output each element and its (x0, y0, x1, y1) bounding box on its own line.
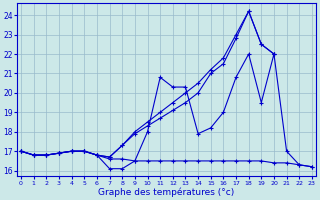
X-axis label: Graphe des températures (°c): Graphe des températures (°c) (98, 187, 235, 197)
